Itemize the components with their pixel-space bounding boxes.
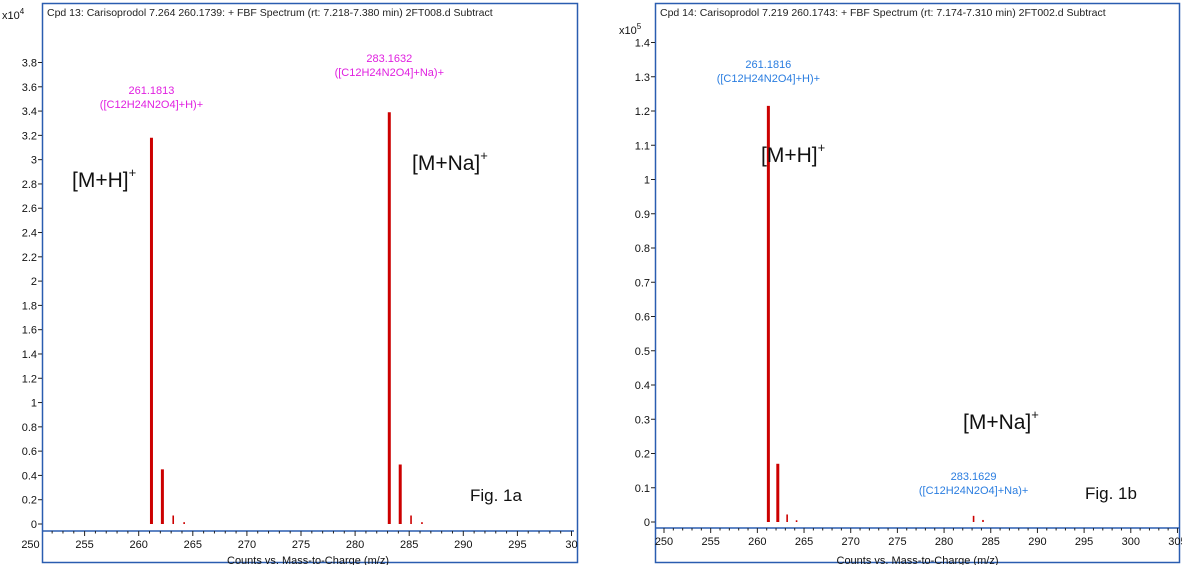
x-axis-label: Counts vs. Mass-to-Charge (m/z) [837, 555, 999, 565]
x-tick-label: 285 [982, 536, 1000, 548]
x-tick-label: 250 [21, 539, 39, 551]
y-tick-label: 0.1 [635, 483, 650, 495]
x-tick-label: 30 [565, 539, 577, 551]
y-multiplier: x104 [2, 7, 25, 22]
x-tick-label: 260 [748, 536, 766, 548]
spectrum-panel-b: Cpd 14: Carisoprodol 7.219 260.1743: + F… [615, 0, 1182, 565]
y-multiplier-base: x10 [619, 25, 637, 37]
ion-annotation-text: [M+H] [761, 144, 818, 167]
peak-label-mz: 283.1629 [951, 471, 997, 483]
peak-label-formula: ([C12H24N2O4]+H)+ [717, 73, 820, 85]
x-tick-label: 275 [292, 539, 310, 551]
x-tick-label: 290 [1028, 536, 1046, 548]
y-tick-label: 0.3 [635, 414, 650, 426]
y-tick-label: 0.5 [635, 346, 650, 358]
y-tick-label: 1 [31, 398, 37, 410]
x-tick-label: 260 [130, 539, 148, 551]
chart-title: Cpd 13: Carisoprodol 7.264 260.1739: + F… [47, 7, 493, 19]
y-tick-label: 1.2 [635, 106, 650, 118]
ion-annotation-text: [M+Na] [412, 152, 480, 175]
y-tick-label: 2.6 [22, 203, 37, 215]
x-tick-label: 250 [655, 536, 673, 548]
ion-annotation-text: [M+H] [72, 169, 129, 192]
y-tick-label: 0.4 [635, 380, 650, 392]
x-tick-label: 290 [454, 539, 472, 551]
x-tick-label: 275 [888, 536, 906, 548]
ion-annotation: [M+Na]+ [963, 407, 1039, 434]
y-tick-label: 0.7 [635, 277, 650, 289]
ion-annotation: [M+H]+ [72, 165, 136, 192]
y-tick-label: 0.2 [22, 495, 37, 507]
x-tick-label: 285 [400, 539, 418, 551]
y-tick-label: 0.8 [635, 243, 650, 255]
spectrum-chart-b: Cpd 14: Carisoprodol 7.219 260.1743: + F… [619, 2, 1182, 565]
y-tick-label: 0.4 [22, 470, 37, 482]
y-multiplier-exp: 5 [637, 22, 642, 31]
chart-title: Cpd 14: Carisoprodol 7.219 260.1743: + F… [660, 7, 1106, 19]
plot-frame [41, 2, 579, 564]
y-tick-label: 3.8 [22, 58, 37, 70]
ion-annotation: [M+Na]+ [412, 148, 488, 175]
y-tick-label: 1.4 [635, 38, 650, 50]
y-tick-label: 1.2 [22, 373, 37, 385]
y-tick-label: 0.6 [22, 446, 37, 458]
y-tick-label: 0.2 [635, 449, 650, 461]
ion-annotation-sup: + [480, 148, 488, 163]
y-tick-label: 3.2 [22, 130, 37, 142]
y-tick-label: 3 [31, 155, 37, 167]
peak-label-formula: ([C12H24N2O4]+Na)+ [335, 67, 444, 79]
peak-label-formula: ([C12H24N2O4]+Na)+ [919, 485, 1028, 497]
peak-label-mz: 283.1632 [366, 53, 412, 65]
y-multiplier: x105 [619, 22, 642, 37]
x-tick-label: 255 [701, 536, 719, 548]
x-tick-label: 300 [1122, 536, 1140, 548]
x-tick-label: 295 [508, 539, 526, 551]
x-tick-label: 305 [1168, 536, 1182, 548]
y-tick-label: 1.6 [22, 325, 37, 337]
y-tick-label: 3.6 [22, 82, 37, 94]
x-tick-label: 270 [238, 539, 256, 551]
y-tick-label: 2.8 [22, 179, 37, 191]
x-tick-label: 265 [184, 539, 202, 551]
y-tick-label: 0 [31, 519, 37, 531]
x-tick-label: 255 [75, 539, 93, 551]
ion-annotation-sup: + [818, 140, 826, 155]
y-tick-label: 1.4 [22, 349, 37, 361]
peak-label-formula: ([C12H24N2O4]+H)+ [100, 99, 203, 111]
y-tick-label: 2 [31, 276, 37, 288]
peak-label-mz: 261.1816 [745, 59, 791, 71]
y-tick-label: 3.4 [22, 106, 37, 118]
ion-annotation: [M+H]+ [761, 140, 825, 167]
peak-label-mz: 261.1813 [129, 85, 175, 97]
y-tick-label: 0.8 [22, 422, 37, 434]
y-tick-label: 1 [644, 175, 650, 187]
ion-annotation-sup: + [1031, 407, 1039, 422]
y-tick-label: 0.6 [635, 312, 650, 324]
y-tick-label: 0.9 [635, 209, 650, 221]
ion-annotation-sup: + [129, 165, 137, 180]
spectrum-panel-a: Cpd 13: Carisoprodol 7.264 260.1739: + F… [0, 0, 580, 565]
figure-label: Fig. 1a [470, 486, 523, 505]
x-tick-label: 280 [346, 539, 364, 551]
y-tick-label: 1.3 [635, 72, 650, 84]
y-tick-label: 1.1 [635, 140, 650, 152]
ion-annotation-text: [M+Na] [963, 411, 1031, 434]
plot-frame [654, 2, 1181, 564]
y-multiplier-exp: 4 [20, 7, 25, 16]
spectrum-chart-a: Cpd 13: Carisoprodol 7.264 260.1739: + F… [2, 2, 579, 565]
y-tick-label: 0 [644, 517, 650, 529]
y-tick-label: 2.2 [22, 252, 37, 264]
y-tick-label: 2.4 [22, 228, 37, 240]
y-multiplier-base: x10 [2, 10, 20, 22]
x-tick-label: 295 [1075, 536, 1093, 548]
x-tick-label: 270 [842, 536, 860, 548]
x-tick-label: 280 [935, 536, 953, 548]
x-tick-label: 265 [795, 536, 813, 548]
y-tick-label: 1.8 [22, 300, 37, 312]
x-axis-label: Counts vs. Mass-to-Charge (m/z) [227, 555, 389, 565]
figure-label: Fig. 1b [1085, 484, 1137, 503]
